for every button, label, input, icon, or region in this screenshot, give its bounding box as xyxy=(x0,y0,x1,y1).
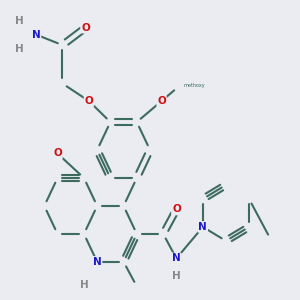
Text: H: H xyxy=(15,44,24,54)
Text: O: O xyxy=(81,22,90,33)
Text: O: O xyxy=(172,204,181,214)
Text: O: O xyxy=(157,96,166,106)
Text: methoxy: methoxy xyxy=(183,83,205,88)
Text: N: N xyxy=(172,254,181,263)
Text: H: H xyxy=(15,16,24,26)
Text: N: N xyxy=(32,30,40,40)
Text: O: O xyxy=(85,96,93,106)
Text: H: H xyxy=(172,271,181,281)
Text: H: H xyxy=(80,280,88,290)
Text: O: O xyxy=(53,148,62,158)
Text: N: N xyxy=(93,257,101,267)
Text: N: N xyxy=(199,222,207,232)
